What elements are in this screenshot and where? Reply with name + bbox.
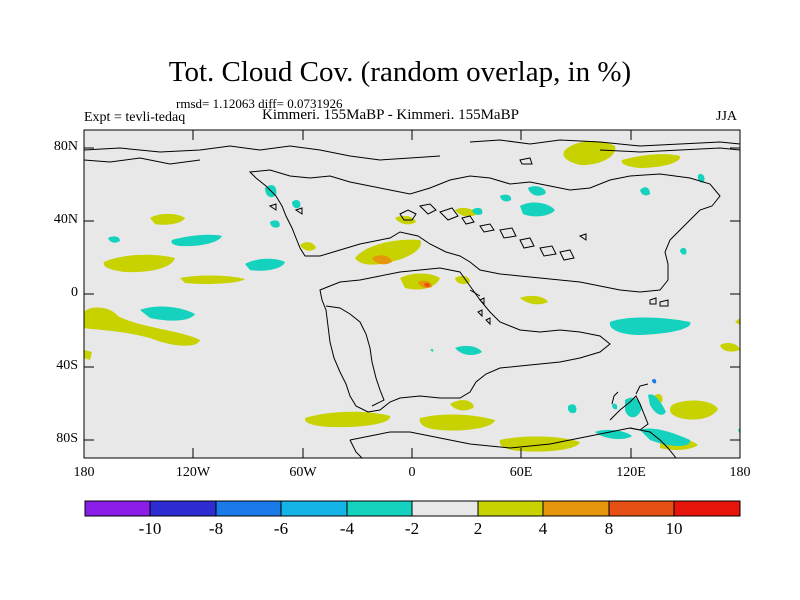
y-axis-label: 40N: [53, 212, 78, 227]
colorbar-swatch: [347, 501, 412, 516]
x-axis-label: 180: [73, 465, 95, 480]
colorbar-label: -4: [339, 519, 355, 538]
colorbar-swatch: [85, 501, 150, 516]
colorbar: [84, 500, 741, 517]
y-axis-label: 80N: [53, 139, 78, 154]
experiment-label: Expt = tevli-tedaq: [84, 110, 186, 125]
rmsd-diff-text: rmsd= 1.12063 diff= 0.0731926: [176, 96, 343, 111]
colorbar-swatch: [478, 501, 543, 516]
colorbar-label: 2: [473, 519, 483, 538]
colorbar-swatch: [674, 501, 740, 516]
y-axis-label: 40S: [56, 358, 78, 373]
plot-title: Tot. Cloud Cov. (random overlap, in %): [168, 56, 632, 88]
y-axis-label: 80S: [56, 431, 78, 446]
x-axis-label: 60E: [509, 465, 533, 480]
axis-ticks: [84, 130, 740, 458]
x-axis-label: 0: [408, 465, 416, 480]
x-axis-label: 120W: [175, 465, 211, 480]
comparison-label: Kimmeri. 155MaBP - Kimmeri. 155MaBP: [262, 107, 519, 123]
negative-anomaly-shading: [108, 173, 740, 446]
y-axis-label: 0: [71, 285, 78, 300]
colorbar-swatch: [543, 501, 609, 516]
x-axis-label: 60W: [289, 465, 317, 480]
x-axis-label: 180: [729, 465, 751, 480]
very-strong-positive-shading: [424, 282, 430, 288]
colorbar-label: 4: [538, 519, 548, 538]
season-label: JJA: [716, 109, 738, 124]
colorbar-label: 10: [665, 519, 683, 538]
moderate-negative-shading: [652, 379, 657, 384]
positive-anomaly-shading: [84, 141, 740, 452]
colorbar-label: -6: [273, 519, 289, 538]
x-axis-label: 120E: [616, 465, 646, 480]
colorbar-label: -8: [208, 519, 224, 538]
colorbar-label: -10: [138, 519, 162, 538]
colorbar-swatch: [609, 501, 674, 516]
colorbar-swatch: [150, 501, 216, 516]
colorbar-label: -2: [404, 519, 420, 538]
colorbar-swatch: [412, 501, 478, 516]
colorbar-swatch: [216, 501, 281, 516]
coastlines: [83, 139, 741, 459]
colorbar-swatch: [281, 501, 347, 516]
colorbar-label: 8: [604, 519, 614, 538]
